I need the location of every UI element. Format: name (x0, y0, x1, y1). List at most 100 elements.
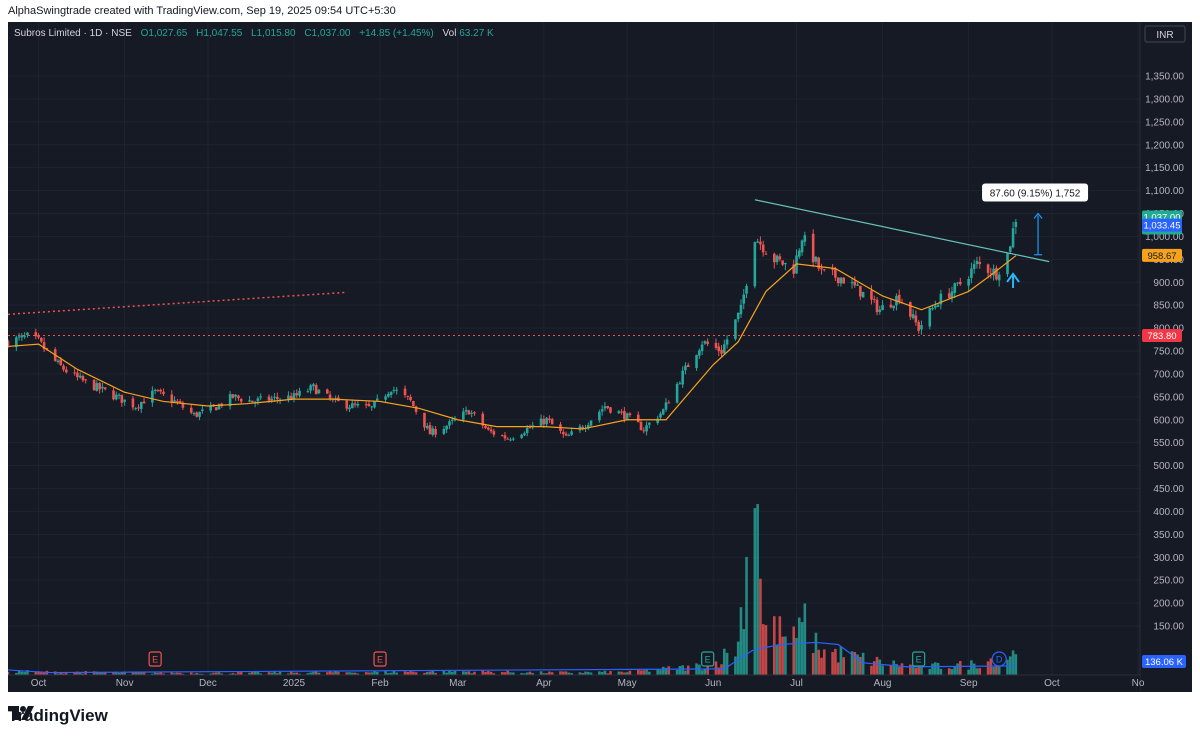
candle-body (134, 408, 138, 410)
volume-bar (584, 671, 587, 675)
candle-body (656, 418, 659, 424)
volume-bar (239, 672, 243, 675)
measure-label-text: 87.60 (9.15%) 1,752 (990, 189, 1081, 200)
candle-body (503, 435, 507, 439)
candle-body (259, 396, 262, 398)
candle-body (384, 396, 387, 400)
volume-bar (900, 663, 904, 675)
candle-body (839, 277, 843, 284)
candle-body (20, 335, 24, 338)
currency-button[interactable]: INR (1144, 25, 1186, 43)
candle-body (703, 341, 707, 344)
volume-bar (114, 671, 118, 675)
candle-body (387, 393, 390, 397)
candle-body (567, 435, 571, 437)
volume-bar (162, 673, 165, 675)
candle-body (889, 304, 893, 308)
volume-bar (442, 670, 446, 675)
candle-body (675, 384, 679, 403)
volume-bar (334, 670, 337, 675)
volume-bar (934, 662, 937, 675)
candle-body (23, 335, 26, 337)
volume-bar (781, 636, 784, 675)
candle-body (664, 402, 668, 410)
time-tick-label: Aug (874, 678, 892, 689)
candle-body (153, 389, 157, 391)
change-value: +14.85 (+1.45%) (359, 28, 434, 39)
candle-body (528, 427, 532, 429)
price-chart[interactable]: 87.60 (9.15%) 1,752 E E E E D 1,350.00 1,300.… (8, 22, 1192, 692)
candle-body (606, 406, 610, 409)
volume-bar (598, 671, 601, 675)
volume-bar (73, 672, 76, 675)
volume-bar (159, 671, 163, 675)
volume-bar (325, 672, 329, 675)
low-value: L1,015.80 (251, 28, 296, 39)
price-tick-label: 550.00 (1153, 438, 1184, 449)
candle-body (797, 250, 801, 257)
volume-bar (431, 670, 435, 675)
candle-body (409, 396, 412, 401)
volume-bar (539, 671, 543, 675)
volume-bar (234, 673, 237, 675)
candle-body (62, 365, 65, 370)
candle-body (392, 389, 396, 392)
candle-body (792, 264, 796, 274)
candle-body (628, 413, 632, 416)
volume-bar (675, 670, 679, 675)
candle-body (778, 256, 782, 260)
price-tick-label: 1,150.00 (1145, 163, 1184, 174)
candle-body (137, 407, 140, 409)
volume-bar (406, 671, 410, 675)
volume-bar (564, 671, 568, 675)
price-tick-label: 500.00 (1153, 461, 1184, 472)
candle-body (620, 411, 623, 413)
volume-bar (684, 670, 687, 675)
price-tag-bg (1142, 329, 1182, 343)
time-tick-label: Jul (790, 678, 803, 689)
candle-body (445, 425, 448, 430)
volume-bar (997, 659, 1001, 675)
candles (8, 218, 1018, 442)
volume-bar (917, 663, 920, 675)
volume-bar (892, 660, 895, 675)
volume-bar (137, 671, 140, 675)
volume-bar (814, 632, 818, 675)
candle-body (745, 285, 748, 294)
volume-bar (570, 673, 573, 675)
candle-body (76, 372, 79, 378)
volume-bar (978, 668, 982, 675)
volume-bar (736, 641, 740, 675)
candle-body (814, 256, 818, 262)
candle-body (717, 346, 721, 352)
volume-bar (337, 671, 340, 675)
volume-bar (834, 648, 837, 675)
price-tag-bg (1142, 218, 1182, 232)
chart-area[interactable]: 87.60 (9.15%) 1,752 E E E E D 1,350.00 1,300.… (8, 22, 1192, 692)
volume-bar (784, 636, 787, 675)
open-value: O1,027.65 (141, 28, 188, 39)
candle-body (142, 401, 146, 404)
volume-bar (448, 669, 451, 675)
candle-body (545, 417, 548, 425)
volume-bar (636, 669, 640, 675)
volume-tag-label: 136.06 K (1145, 657, 1184, 668)
candle-body (947, 293, 951, 298)
volume-bar (681, 665, 684, 675)
candle-body (59, 359, 63, 366)
volume-bar (101, 672, 104, 675)
volume-bar (523, 673, 526, 675)
candle-body (370, 406, 374, 408)
candle-body (756, 241, 759, 243)
volume-bar (120, 672, 124, 675)
candle-body (26, 332, 29, 335)
candle-body (725, 339, 729, 345)
volume-bar (664, 667, 668, 675)
candle-body (403, 388, 407, 396)
candle-body (139, 402, 143, 410)
candle-body (423, 412, 426, 428)
volume-bar (714, 661, 718, 675)
price-tick-label: 700.00 (1153, 369, 1184, 380)
candle-body (289, 396, 293, 400)
candle-body (623, 410, 626, 420)
